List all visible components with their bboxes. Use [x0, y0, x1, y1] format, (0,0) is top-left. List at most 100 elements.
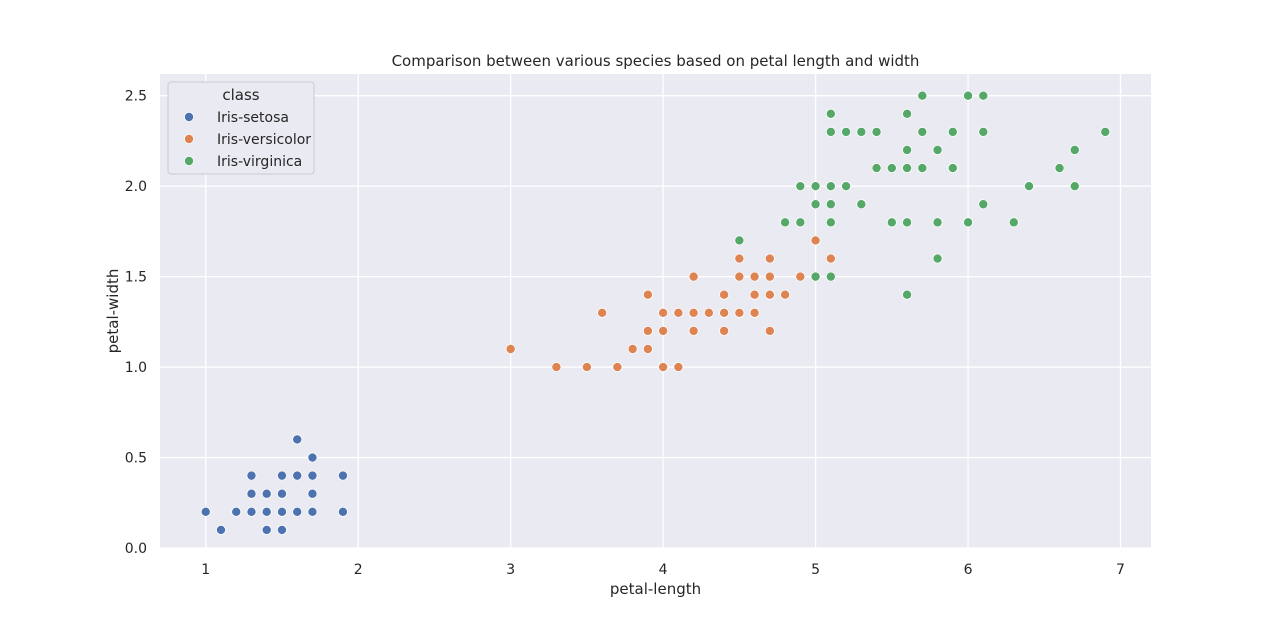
data-point-iris-versicolor	[673, 307, 684, 318]
data-point-iris-virginica	[963, 90, 974, 101]
data-point-iris-virginica	[947, 163, 958, 174]
data-point-iris-setosa	[307, 452, 318, 463]
data-point-iris-versicolor	[703, 307, 714, 318]
data-point-iris-setosa	[307, 506, 318, 517]
legend-marker-iris-virginica	[183, 155, 194, 166]
data-point-iris-setosa	[215, 524, 226, 535]
data-point-iris-setosa	[231, 506, 242, 517]
plot-background	[160, 74, 1151, 548]
data-point-iris-versicolor	[764, 289, 775, 300]
data-point-iris-virginica	[978, 126, 989, 137]
data-point-iris-versicolor	[658, 325, 669, 336]
y-axis-label: petal-width	[104, 269, 122, 354]
data-point-iris-versicolor	[642, 289, 653, 300]
data-point-iris-virginica	[1100, 126, 1111, 137]
data-point-iris-setosa	[200, 506, 211, 517]
data-point-iris-setosa	[292, 470, 303, 481]
data-point-iris-virginica	[856, 199, 867, 210]
data-point-iris-virginica	[963, 217, 974, 228]
data-point-iris-versicolor	[780, 289, 791, 300]
data-point-iris-versicolor	[642, 325, 653, 336]
data-point-iris-versicolor	[734, 271, 745, 282]
legend-label-iris-versicolor: Iris-versicolor	[217, 132, 311, 148]
data-point-iris-setosa	[246, 470, 257, 481]
data-point-iris-setosa	[276, 470, 287, 481]
data-point-iris-setosa	[246, 506, 257, 517]
legend-label-iris-virginica: Iris-virginica	[217, 154, 302, 170]
data-points	[200, 90, 1111, 535]
data-point-iris-setosa	[261, 506, 272, 517]
data-point-iris-versicolor	[673, 362, 684, 373]
data-point-iris-setosa	[307, 470, 318, 481]
y-tick-label: 2.5	[125, 89, 147, 105]
data-point-iris-versicolor	[719, 325, 730, 336]
data-point-iris-virginica	[932, 144, 943, 155]
data-point-iris-versicolor	[688, 271, 699, 282]
data-point-iris-virginica	[1008, 217, 1019, 228]
data-point-iris-virginica	[795, 181, 806, 192]
data-point-iris-virginica	[917, 126, 928, 137]
data-point-iris-virginica	[825, 199, 836, 210]
data-point-iris-virginica	[902, 108, 913, 119]
data-point-iris-virginica	[1054, 163, 1065, 174]
y-tick-label: 0.5	[125, 451, 147, 467]
data-point-iris-versicolor	[658, 362, 669, 373]
data-point-iris-virginica	[780, 217, 791, 228]
data-point-iris-versicolor	[764, 253, 775, 264]
data-point-iris-virginica	[871, 163, 882, 174]
data-point-iris-virginica	[825, 217, 836, 228]
x-tick-label: 5	[811, 562, 820, 578]
chart-title: Comparison between various species based…	[392, 52, 920, 70]
data-point-iris-versicolor	[719, 289, 730, 300]
data-point-iris-virginica	[932, 217, 943, 228]
data-point-iris-virginica	[810, 199, 821, 210]
x-tick-label: 6	[964, 562, 973, 578]
data-point-iris-versicolor	[764, 325, 775, 336]
data-point-iris-virginica	[1069, 144, 1080, 155]
data-point-iris-versicolor	[734, 253, 745, 264]
data-point-iris-versicolor	[642, 343, 653, 354]
data-point-iris-virginica	[795, 217, 806, 228]
data-point-iris-setosa	[276, 524, 287, 535]
data-point-iris-versicolor	[734, 307, 745, 318]
data-point-iris-virginica	[932, 253, 943, 264]
data-point-iris-setosa	[292, 506, 303, 517]
data-point-iris-versicolor	[505, 343, 516, 354]
data-point-iris-virginica	[947, 126, 958, 137]
data-point-iris-versicolor	[810, 235, 821, 246]
data-point-iris-virginica	[917, 90, 928, 101]
data-point-iris-virginica	[825, 126, 836, 137]
data-point-iris-virginica	[810, 181, 821, 192]
data-point-iris-setosa	[261, 524, 272, 535]
data-point-iris-virginica	[825, 108, 836, 119]
data-point-iris-versicolor	[658, 307, 669, 318]
data-point-iris-versicolor	[749, 289, 760, 300]
y-tick-label: 1.5	[125, 270, 147, 286]
data-point-iris-virginica	[886, 163, 897, 174]
data-point-iris-virginica	[734, 235, 745, 246]
data-point-iris-versicolor	[795, 271, 806, 282]
x-axis-label: petal-length	[610, 580, 701, 598]
x-tick-label: 7	[1116, 562, 1125, 578]
data-point-iris-virginica	[856, 126, 867, 137]
data-point-iris-virginica	[825, 271, 836, 282]
data-point-iris-virginica	[902, 289, 913, 300]
data-point-iris-versicolor	[749, 271, 760, 282]
data-point-iris-virginica	[978, 199, 989, 210]
legend-box	[167, 81, 315, 175]
data-point-iris-versicolor	[825, 253, 836, 264]
x-tick-label: 4	[659, 562, 668, 578]
data-point-iris-versicolor	[719, 307, 730, 318]
data-point-iris-versicolor	[688, 307, 699, 318]
data-point-iris-setosa	[246, 488, 257, 499]
data-point-iris-virginica	[978, 90, 989, 101]
legend-marker-iris-setosa	[183, 112, 194, 123]
data-point-iris-versicolor	[581, 362, 592, 373]
data-point-iris-virginica	[1024, 181, 1035, 192]
data-point-iris-virginica	[917, 163, 928, 174]
y-tick-label: 1.0	[125, 360, 147, 376]
x-axis-ticks: 1 2 3 4 5 6 7	[201, 562, 1125, 578]
grid	[160, 74, 1151, 549]
x-tick-label: 3	[506, 562, 515, 578]
